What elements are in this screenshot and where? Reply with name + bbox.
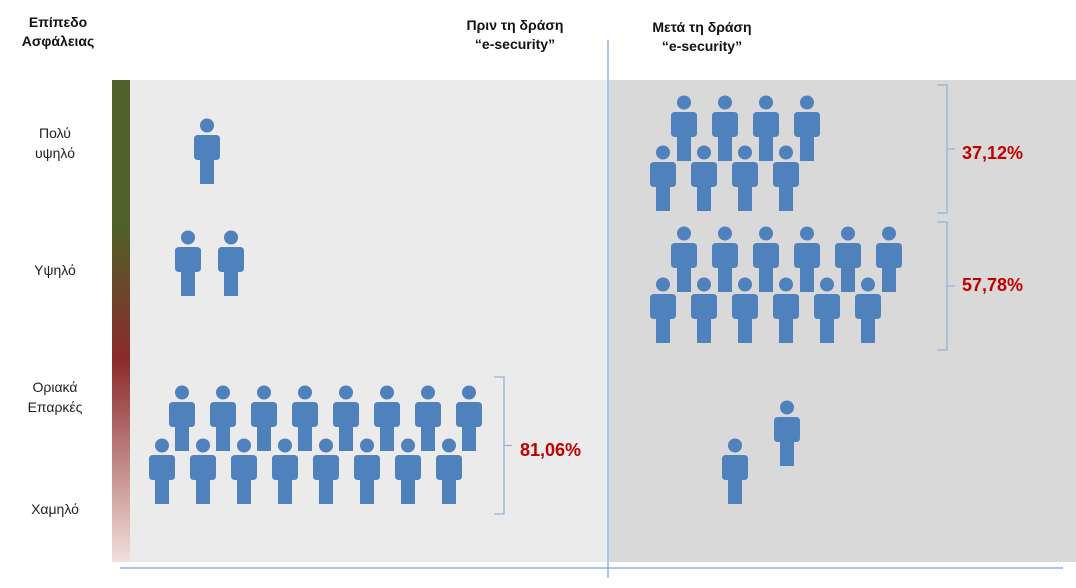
security-level-scale-bar <box>112 80 130 562</box>
bracket-after-high <box>937 221 955 351</box>
level-label-marginal-line-1: Οριακά <box>32 379 78 395</box>
level-label-very-high-line-1: Πολύ <box>39 125 71 141</box>
level-label-high-line-1: Υψηλό <box>34 262 76 278</box>
panel-before-title: Πριν τη δράση “e-security” <box>425 16 605 54</box>
level-label-high: Υψηλό <box>5 260 105 280</box>
level-label-very-high-line-2: υψηλό <box>35 145 75 161</box>
y-axis-title: Επίπεδο Ασφάλειας <box>8 13 108 51</box>
panel-after-title: Μετά τη δράση “e-security” <box>612 18 792 56</box>
annotation-after-high: 57,78% <box>962 275 1024 295</box>
annotation-after-very-high: 37,12% <box>962 143 1024 163</box>
panel-after-title-line-1: Μετά τη δράση <box>652 19 752 35</box>
y-axis-title-line-1: Επίπεδο <box>28 14 88 30</box>
y-axis-title-line-2: Ασφάλειας <box>21 33 95 49</box>
panel-after-title-line-2: “e-security” <box>661 38 743 54</box>
bracket-after-very-high <box>937 84 955 214</box>
level-label-low: Χαμηλό <box>5 499 105 519</box>
bracket-before-marginal-low <box>494 376 512 515</box>
level-label-marginal-line-2: Επαρκές <box>27 399 83 415</box>
annotation-before-marginal-low: 81,06% <box>520 440 582 460</box>
panel-before-title-line-1: Πριν τη δράση <box>466 17 564 33</box>
level-label-low-line-1: Χαμηλό <box>31 501 79 517</box>
bracket-layer <box>494 84 955 515</box>
panel-before-title-line-2: “e-security” <box>474 36 556 52</box>
level-label-marginal: Οριακά Επαρκές <box>5 377 105 417</box>
level-label-very-high: Πολύ υψηλό <box>5 123 105 163</box>
